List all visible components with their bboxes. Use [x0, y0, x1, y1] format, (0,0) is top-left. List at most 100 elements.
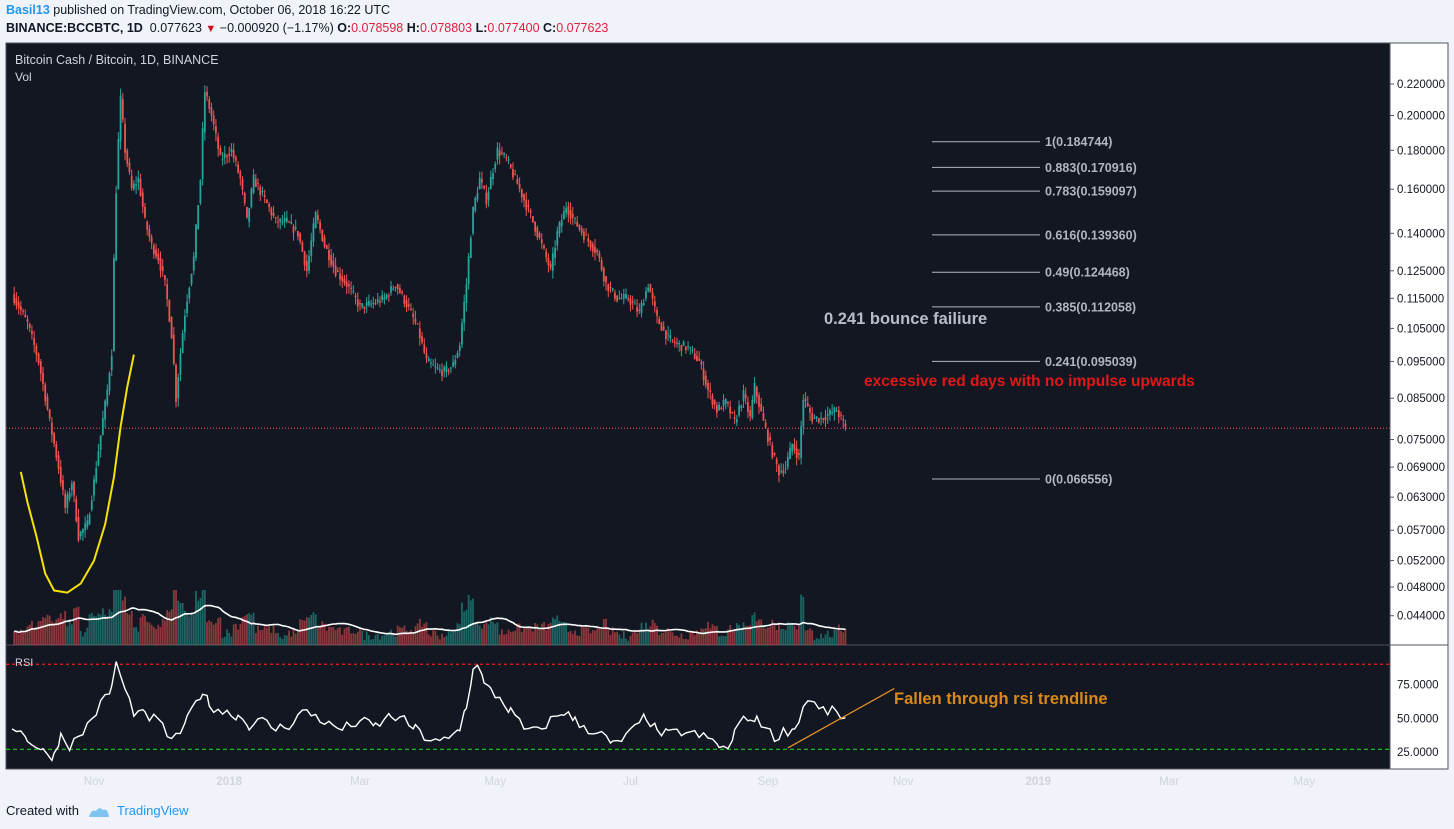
candle-body — [458, 345, 461, 352]
candle-body — [172, 334, 175, 364]
candle-body — [724, 398, 727, 405]
candle-body — [518, 184, 521, 189]
volume-bar — [651, 619, 654, 645]
volume-bar — [711, 624, 714, 645]
candle-body — [791, 443, 794, 452]
candle-body — [631, 301, 634, 303]
volume-bar — [516, 623, 519, 645]
volume-bar — [536, 624, 539, 645]
candle-body — [813, 417, 816, 419]
candle-body — [478, 177, 481, 190]
volume-bar — [813, 640, 816, 645]
candle-body — [113, 258, 115, 352]
volume-bar — [348, 626, 350, 645]
candle-body — [42, 372, 44, 384]
volume-bar — [454, 630, 457, 645]
volume-bar — [141, 614, 144, 645]
candle-body — [133, 183, 135, 190]
candle-body — [15, 298, 18, 306]
volume-bar — [250, 614, 253, 645]
volume-bar — [512, 631, 514, 645]
volume-bar — [518, 623, 521, 645]
candle-body — [445, 365, 448, 373]
volume-bar — [689, 631, 692, 645]
candle-body — [50, 422, 53, 435]
volume-bar — [403, 625, 406, 645]
candle-body — [119, 95, 122, 142]
candle-body — [190, 274, 193, 285]
last-price: 0.077623 — [149, 21, 202, 35]
tradingview-logo-icon — [88, 807, 109, 817]
candle-body — [713, 400, 716, 405]
price-tick-label: 0.063000 — [1397, 492, 1445, 504]
candle-body — [323, 237, 326, 247]
candle-body — [177, 377, 180, 399]
fib-label: 0.385(0.112058) — [1045, 300, 1136, 314]
volume-bar — [720, 635, 723, 645]
candle-body — [379, 301, 381, 303]
volume-bar — [665, 631, 667, 645]
volume-bar — [121, 600, 124, 645]
volume-bar — [412, 633, 415, 645]
annotation-rsi-trendline: Fallen through rsi trendline — [894, 690, 1108, 708]
volume-bar — [42, 617, 44, 645]
price-tick-label: 0.115000 — [1397, 293, 1444, 305]
candle-body — [334, 265, 337, 276]
time-tick-label: Nov — [84, 776, 105, 788]
author-link[interactable]: Basil13 — [6, 3, 50, 17]
volume-ma-line — [14, 604, 846, 636]
volume-bar — [73, 608, 75, 645]
volume-bar — [166, 610, 169, 645]
low-label: L: — [475, 21, 488, 35]
candle-body — [192, 256, 195, 271]
volume-bar — [288, 630, 290, 645]
volume-bar — [498, 634, 501, 645]
price-chart[interactable]: Nov 2018 Mar May Jul Sep Nov 2019 Mar May 0.22000… — [0, 40, 1454, 795]
volume-bar — [263, 625, 266, 645]
candle-body — [392, 288, 395, 290]
volume-bar — [804, 630, 807, 645]
volume-bar — [585, 627, 587, 645]
candle-body — [135, 184, 138, 186]
volume-bar — [421, 626, 423, 645]
candle-body — [802, 399, 805, 427]
volume-bar — [764, 628, 767, 645]
candle-body — [651, 292, 654, 299]
volume-bar — [472, 598, 474, 645]
price-change: −0.000920 (−1.17%) — [219, 21, 334, 35]
volume-bar — [192, 614, 195, 645]
time-tick-label: Mar — [1159, 776, 1179, 788]
candle-body — [684, 346, 687, 350]
tradingview-link[interactable]: TradingView — [116, 803, 189, 818]
candle-body — [525, 199, 528, 210]
candle-body — [496, 147, 499, 160]
fib-label: 1(0.184744) — [1045, 135, 1112, 149]
volume-bar — [802, 596, 805, 645]
candle-body — [104, 400, 106, 420]
candle-body — [656, 310, 658, 316]
volume-bar — [540, 623, 543, 645]
volume-bar — [179, 603, 182, 645]
volume-bar — [46, 614, 49, 645]
candle-body — [512, 169, 514, 178]
price-tick-label: 0.180000 — [1397, 145, 1445, 157]
candle-body — [778, 465, 780, 476]
volume-bar — [831, 637, 834, 645]
volume-bar — [308, 617, 310, 645]
volume-bar — [22, 630, 24, 645]
volume-bar — [155, 628, 157, 645]
volume-bar — [26, 626, 29, 645]
candle-body — [718, 404, 720, 411]
volume-bar — [622, 631, 625, 645]
volume-bar — [602, 619, 605, 645]
volume-bar — [713, 626, 716, 645]
candle-body — [744, 394, 747, 399]
candle-body — [215, 125, 217, 134]
candle-body — [844, 423, 847, 427]
candle-body — [629, 298, 632, 305]
time-axis[interactable]: Nov 2018 Mar May Jul Sep Nov 2019 Mar May — [84, 776, 1316, 788]
price-axis[interactable] — [1389, 42, 1449, 770]
candle-body — [126, 150, 129, 164]
volume-bar — [780, 628, 783, 645]
candle-body — [556, 231, 559, 246]
